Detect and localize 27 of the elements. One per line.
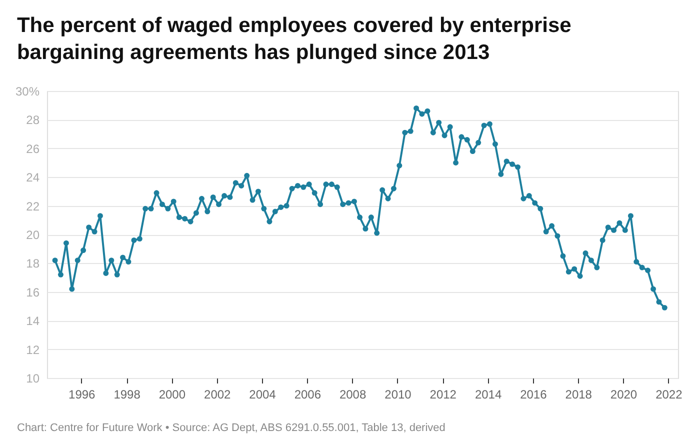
chart-title: The percent of waged employees covered by enterprise bargaining agreements has plunged since 2013 [16, 14, 572, 64]
x-tick-label: 2008 [339, 388, 366, 402]
y-tick-label: 22 [26, 199, 40, 214]
x-tick-label: 1998 [114, 388, 141, 402]
x-tick-label: 2016 [520, 388, 548, 402]
text: Chart: Centre for Future Work • Source: AG Dept, ABS 6291.0.55.001, Table 13, derived [17, 422, 446, 434]
x-tick-label: 1996 [68, 388, 96, 402]
x-tick-label: 2022 [656, 388, 683, 402]
x-tick-label: 2006 [294, 388, 322, 402]
y-tick-label: 12 [26, 342, 40, 357]
y-tick-label: 18 [26, 256, 40, 271]
y-tick-label: 14 [26, 314, 40, 328]
y-tick-label: 10 [26, 372, 40, 386]
y-tick-label: 16 [26, 285, 40, 300]
x-tick-label: 2010 [384, 388, 412, 402]
y-tick-label: 30% [15, 84, 40, 98]
x-tick-label: 2014 [474, 388, 502, 402]
y-tick-label: 20 [26, 228, 40, 242]
y-tick-label: 26 [26, 142, 40, 156]
x-tick-label: 2020 [610, 388, 638, 402]
x-tick-label: 2012 [430, 388, 457, 402]
y-tick-label: 24 [26, 170, 40, 185]
x-tick-label: 2000 [158, 388, 186, 402]
y-tick-label: 28 [26, 113, 40, 128]
x-tick-label: 2004 [249, 388, 276, 402]
x-tick-label: 2018 [565, 388, 592, 402]
x-tick-label: 2002 [204, 388, 232, 402]
